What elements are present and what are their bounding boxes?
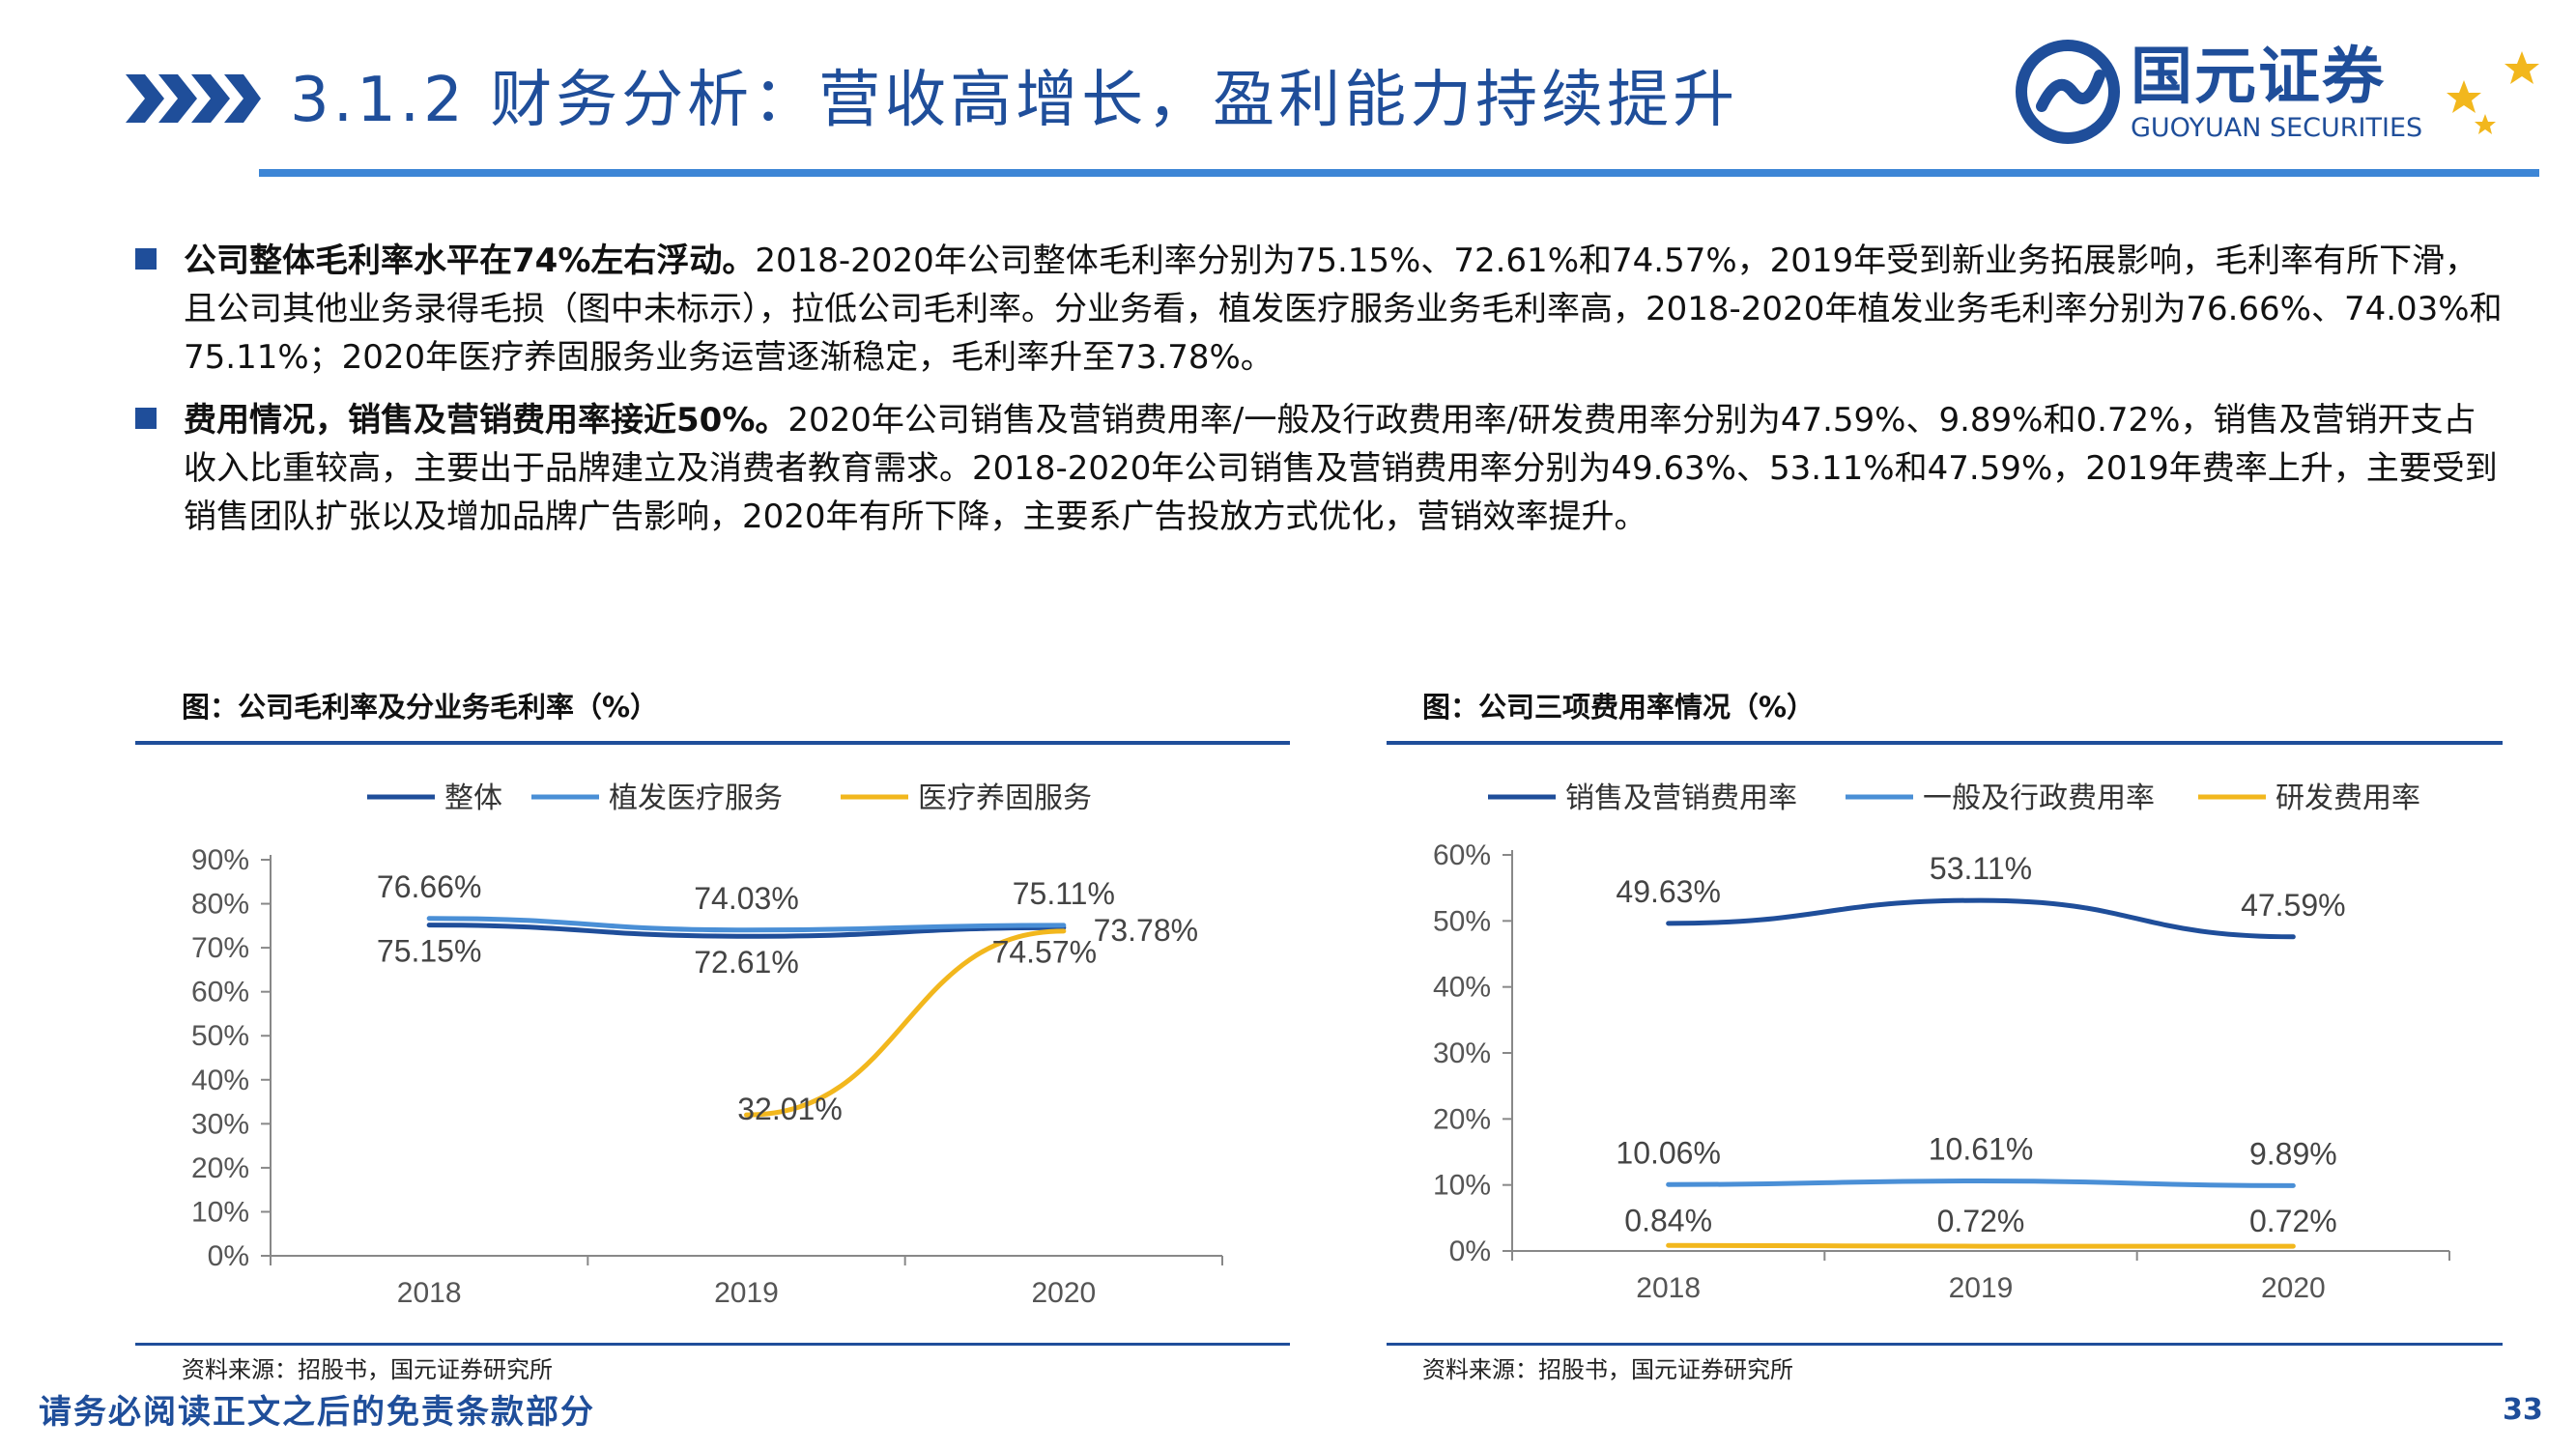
gross-margin-chart: 整体 植发医疗服务 医疗养固服务 0% 10% 20% 30% 40% 50% 60% 70% 80%… <box>191 781 1223 1309</box>
y-tick-label: 50% <box>1433 905 1491 937</box>
logo-name-en: GUOYUAN SECURITIES <box>2131 113 2423 143</box>
bullet-text: 公司整体毛利率水平在74%左右浮动。2018-2020年公司整体毛利率分别为75… <box>184 237 2503 382</box>
bullet-body: 2020年公司销售及营销费用率/一般及行政费用率/研发费用率分别为47.59%、… <box>184 401 2498 536</box>
page-number: 33 <box>2503 1393 2543 1427</box>
source-left: 资料来源：招股书，国元证券研究所 <box>182 1356 553 1383</box>
legend-label: 整体 <box>444 781 502 815</box>
series-line-3 <box>744 928 1067 1118</box>
chart-left-title: 图：公司毛利率及分业务毛利率（%） <box>182 691 659 724</box>
bullet-lead: 费用情况，销售及营销费用率接近50%。 <box>184 401 788 440</box>
legend-label: 植发医疗服务 <box>609 781 783 815</box>
disclaimer-note: 请务必阅读正文之后的免责条款部分 <box>39 1393 595 1432</box>
bullet-square-icon <box>135 408 157 429</box>
y-tick-label: 10% <box>191 1196 249 1228</box>
data-label: 75.15% <box>377 934 482 969</box>
y-tick-label: 30% <box>191 1108 249 1140</box>
y-tick-label: 70% <box>191 932 249 964</box>
x-tick-label: 2018 <box>1636 1272 1701 1304</box>
guoyuan-logo-icon <box>2016 40 2120 144</box>
y-tick-label: 40% <box>191 1065 249 1096</box>
y-tick-label: 60% <box>1433 839 1491 871</box>
data-label: 72.61% <box>694 945 799 980</box>
data-label: 0.84% <box>1624 1203 1712 1237</box>
data-label: 32.01% <box>737 1092 843 1126</box>
data-label: 75.11% <box>1013 876 1115 911</box>
series-line-1 <box>1666 897 2296 940</box>
y-tick-label: 50% <box>191 1020 249 1052</box>
x-tick-label: 2018 <box>397 1277 462 1309</box>
source-right: 资料来源：招股书，国元证券研究所 <box>1422 1356 1793 1383</box>
chart-left-bottom-rule <box>135 1343 1290 1346</box>
data-label: 10.61% <box>1929 1131 2034 1166</box>
series-line-2 <box>426 916 1067 933</box>
y-tick-label: 30% <box>1433 1037 1491 1069</box>
logo-name-cn: 国元证券 <box>2131 42 2386 113</box>
y-tick-label: 0% <box>208 1240 249 1272</box>
legend-label: 医疗养固服务 <box>918 781 1092 815</box>
expense-ratio-chart: 销售及营销费用率 一般及行政费用率 研发费用率 0% 10% 20% 30% 40% 50% 60… <box>1433 781 2450 1304</box>
y-tick-label: 60% <box>191 977 249 1009</box>
title-divider <box>259 169 2539 177</box>
x-tick-label: 2019 <box>1949 1272 2014 1304</box>
data-label: 47.59% <box>2241 888 2346 923</box>
x-tick-label: 2019 <box>714 1277 779 1309</box>
data-label: 53.11% <box>1930 851 2032 886</box>
data-label: 10.06% <box>1616 1135 1721 1170</box>
series-line-2 <box>1666 1178 2296 1188</box>
data-label: 76.66% <box>377 869 482 904</box>
data-label: 0.72% <box>1937 1204 2025 1238</box>
chart-right-top-rule <box>1387 741 2503 745</box>
legend-label: 销售及营销费用率 <box>1565 781 1797 815</box>
data-label: 74.03% <box>694 881 799 916</box>
x-tick-label: 2020 <box>2261 1272 2326 1304</box>
y-tick-label: 0% <box>1449 1236 1491 1267</box>
chart-left-top-rule <box>135 741 1290 745</box>
data-label: 73.78% <box>1094 913 1199 948</box>
chart-right-title: 图：公司三项费用率情况（%） <box>1422 691 1816 724</box>
y-tick-label: 80% <box>191 889 249 921</box>
legend-label: 研发费用率 <box>2275 781 2420 815</box>
bullet-text: 费用情况，销售及营销费用率接近50%。2020年公司销售及营销费用率/一般及行政… <box>184 396 2503 541</box>
legend-label: 一般及行政费用率 <box>1923 781 2155 815</box>
y-tick-label: 90% <box>191 844 249 876</box>
bullet-square-icon <box>135 248 157 270</box>
page-title: 3.1.2 财务分析：营收高增长，盈利能力持续提升 <box>290 65 1739 136</box>
y-tick-label: 20% <box>1433 1103 1491 1135</box>
series-line-3 <box>1666 1242 2296 1249</box>
bullet-body: 2018-2020年公司整体毛利率分别为75.15%、72.61%和74.57%… <box>184 242 2503 377</box>
data-label: 9.89% <box>2249 1136 2337 1171</box>
star-decoration-icon <box>2447 51 2539 134</box>
bullet-lead: 公司整体毛利率水平在74%左右浮动。 <box>184 242 756 280</box>
series-line-1 <box>426 923 1067 939</box>
y-tick-label: 40% <box>1433 972 1491 1004</box>
data-label: 49.63% <box>1616 874 1721 909</box>
y-tick-label: 20% <box>191 1152 249 1184</box>
y-tick-label: 10% <box>1433 1170 1491 1202</box>
x-tick-label: 2020 <box>1031 1277 1096 1309</box>
chevron-arrows-icon <box>126 74 261 123</box>
data-label: 0.72% <box>2249 1204 2337 1238</box>
chart-right-bottom-rule <box>1387 1343 2503 1346</box>
data-label: 74.57% <box>992 934 1098 969</box>
